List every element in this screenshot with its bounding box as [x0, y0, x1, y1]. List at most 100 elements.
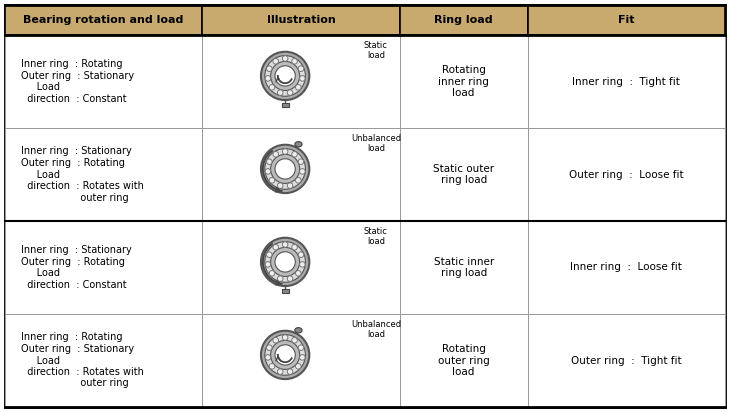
- Text: Inner ring  : Stationary: Inner ring : Stationary: [20, 245, 131, 255]
- Bar: [202, 5, 399, 35]
- Circle shape: [265, 355, 271, 360]
- Text: Load: Load: [20, 82, 60, 92]
- Circle shape: [283, 56, 288, 61]
- Bar: [202, 35, 399, 128]
- Text: Unbalanced
load: Unbalanced load: [351, 133, 401, 153]
- Circle shape: [261, 331, 310, 379]
- Circle shape: [273, 337, 279, 343]
- Bar: [399, 35, 528, 128]
- Bar: [202, 128, 399, 221]
- Circle shape: [288, 183, 293, 188]
- Circle shape: [275, 66, 296, 86]
- Text: Outer ring  : Stationary: Outer ring : Stationary: [20, 344, 134, 354]
- Circle shape: [265, 262, 271, 267]
- Circle shape: [266, 66, 272, 71]
- Circle shape: [265, 149, 305, 189]
- Circle shape: [271, 248, 299, 276]
- Circle shape: [266, 345, 272, 351]
- Text: outer ring: outer ring: [20, 192, 128, 203]
- Circle shape: [275, 345, 296, 365]
- Circle shape: [277, 90, 283, 96]
- Bar: [5, 314, 202, 407]
- Circle shape: [277, 276, 283, 281]
- Circle shape: [275, 252, 296, 272]
- Circle shape: [266, 159, 272, 164]
- Text: Outer ring  :  Tight fit: Outer ring : Tight fit: [571, 356, 682, 365]
- Text: Rotating
outer ring
load: Rotating outer ring load: [438, 344, 490, 377]
- Circle shape: [273, 244, 279, 250]
- Text: Ring load: Ring load: [434, 15, 493, 25]
- Circle shape: [298, 252, 304, 258]
- Circle shape: [292, 152, 297, 157]
- Circle shape: [273, 152, 279, 157]
- Circle shape: [299, 169, 305, 174]
- Circle shape: [288, 90, 293, 96]
- Text: Outer ring  :  Loose fit: Outer ring : Loose fit: [569, 169, 684, 180]
- Bar: [528, 5, 725, 35]
- Circle shape: [298, 66, 304, 71]
- Text: Inner ring  : Rotating: Inner ring : Rotating: [20, 59, 123, 69]
- Circle shape: [299, 76, 305, 81]
- Circle shape: [283, 335, 288, 340]
- Circle shape: [265, 56, 305, 96]
- Text: Static
load: Static load: [364, 227, 388, 246]
- Circle shape: [288, 369, 293, 375]
- Circle shape: [277, 183, 283, 188]
- Bar: [399, 128, 528, 221]
- Circle shape: [269, 363, 274, 369]
- Circle shape: [265, 335, 305, 375]
- Text: Inner ring  : Stationary: Inner ring : Stationary: [20, 147, 131, 157]
- Text: Unbalanced
load: Unbalanced load: [351, 320, 401, 339]
- Bar: [202, 314, 399, 407]
- Circle shape: [292, 244, 297, 250]
- Circle shape: [296, 271, 301, 276]
- Bar: [5, 221, 202, 314]
- Text: Outer ring  : Stationary: Outer ring : Stationary: [20, 71, 134, 81]
- Text: outer ring: outer ring: [20, 379, 128, 389]
- Ellipse shape: [295, 142, 302, 147]
- Text: Illustration: Illustration: [266, 15, 335, 25]
- Circle shape: [266, 252, 272, 258]
- Text: Load: Load: [20, 169, 60, 180]
- Text: Static inner
ring load: Static inner ring load: [434, 257, 493, 278]
- Bar: [528, 221, 725, 314]
- Circle shape: [275, 159, 296, 179]
- Text: Inner ring  : Rotating: Inner ring : Rotating: [20, 332, 123, 342]
- Circle shape: [265, 169, 271, 174]
- Circle shape: [299, 355, 305, 360]
- Text: Rotating
inner ring
load: Rotating inner ring load: [438, 65, 489, 98]
- Circle shape: [292, 337, 297, 343]
- Bar: [5, 128, 202, 221]
- Circle shape: [296, 178, 301, 183]
- Circle shape: [271, 61, 299, 90]
- Bar: [399, 314, 528, 407]
- Circle shape: [271, 154, 299, 183]
- Circle shape: [296, 84, 301, 90]
- Circle shape: [261, 52, 310, 100]
- Text: Inner ring  :  Loose fit: Inner ring : Loose fit: [570, 262, 683, 272]
- Bar: [399, 221, 528, 314]
- Text: Load: Load: [20, 356, 60, 365]
- Bar: [202, 221, 399, 314]
- Bar: [5, 5, 202, 35]
- Circle shape: [292, 59, 297, 64]
- Circle shape: [283, 149, 288, 154]
- Text: direction  : Constant: direction : Constant: [20, 280, 126, 290]
- Bar: [282, 289, 289, 293]
- Bar: [399, 5, 528, 35]
- Circle shape: [271, 340, 299, 370]
- Ellipse shape: [295, 328, 302, 333]
- Circle shape: [299, 262, 305, 267]
- Text: Static outer
ring load: Static outer ring load: [433, 164, 494, 185]
- Circle shape: [277, 369, 283, 375]
- Circle shape: [269, 178, 274, 183]
- Bar: [528, 128, 725, 221]
- Circle shape: [261, 145, 310, 193]
- Circle shape: [269, 271, 274, 276]
- Circle shape: [296, 363, 301, 369]
- Text: direction  : Rotates with: direction : Rotates with: [20, 181, 144, 191]
- Text: Load: Load: [20, 268, 60, 278]
- Text: Outer ring  : Rotating: Outer ring : Rotating: [20, 257, 125, 267]
- Circle shape: [261, 238, 310, 286]
- Circle shape: [298, 345, 304, 351]
